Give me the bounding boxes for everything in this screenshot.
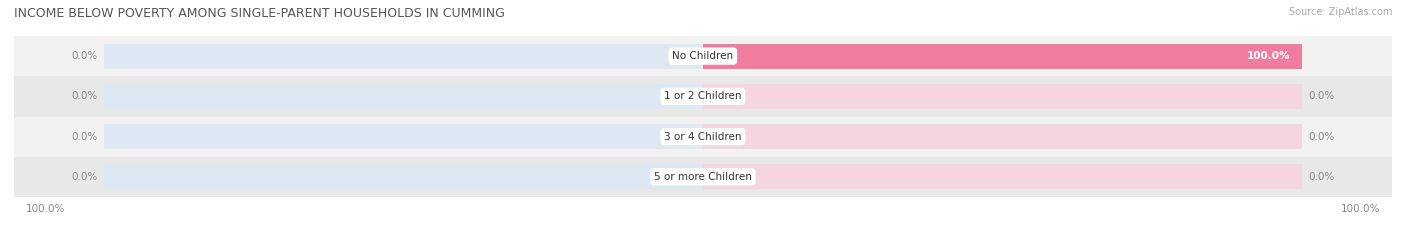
Bar — [14, 157, 1392, 197]
Bar — [703, 164, 1302, 189]
Bar — [104, 44, 703, 69]
Text: 1 or 2 Children: 1 or 2 Children — [664, 91, 742, 101]
Text: 0.0%: 0.0% — [1308, 91, 1334, 101]
Bar — [104, 164, 703, 189]
Text: 0.0%: 0.0% — [1308, 132, 1334, 142]
Bar — [14, 76, 1392, 116]
Bar — [703, 44, 1302, 69]
Text: 0.0%: 0.0% — [72, 172, 98, 182]
Bar — [104, 84, 703, 109]
Bar — [703, 84, 1302, 109]
Bar — [104, 124, 703, 149]
Text: Source: ZipAtlas.com: Source: ZipAtlas.com — [1288, 7, 1392, 17]
Bar — [14, 36, 1392, 76]
Text: 0.0%: 0.0% — [72, 91, 98, 101]
Bar — [703, 44, 1302, 69]
Text: 100.0%: 100.0% — [27, 204, 66, 214]
Text: INCOME BELOW POVERTY AMONG SINGLE-PARENT HOUSEHOLDS IN CUMMING: INCOME BELOW POVERTY AMONG SINGLE-PARENT… — [14, 7, 505, 20]
Text: 0.0%: 0.0% — [1308, 172, 1334, 182]
Text: 100.0%: 100.0% — [1247, 51, 1291, 61]
Text: 100.0%: 100.0% — [1340, 204, 1379, 214]
Bar — [703, 124, 1302, 149]
Text: 0.0%: 0.0% — [72, 51, 98, 61]
Text: 3 or 4 Children: 3 or 4 Children — [664, 132, 742, 142]
Text: 5 or more Children: 5 or more Children — [654, 172, 752, 182]
Text: No Children: No Children — [672, 51, 734, 61]
Bar — [14, 116, 1392, 157]
Text: 0.0%: 0.0% — [72, 132, 98, 142]
